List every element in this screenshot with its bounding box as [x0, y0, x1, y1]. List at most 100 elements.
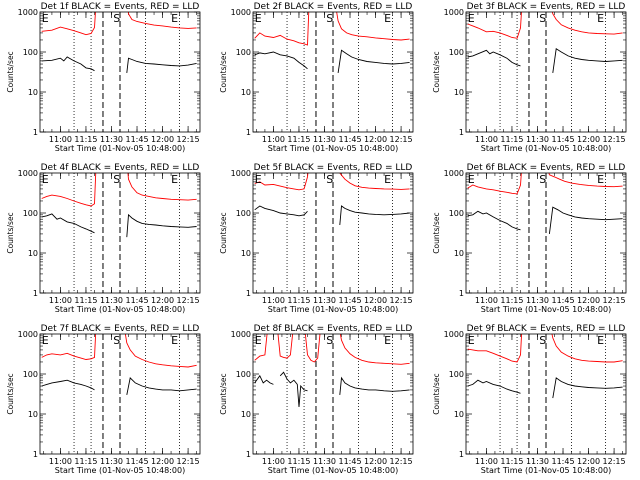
lld-series-line	[254, 12, 310, 46]
x-axis-label: Start Time (01-Nov-05 10:48:00)	[268, 305, 398, 314]
marker-label: E	[171, 173, 178, 186]
series-group	[254, 173, 410, 226]
plot-title: Det 8f BLACK = Events, RED = LLD	[254, 324, 413, 334]
y-tick-label: 10	[241, 249, 251, 258]
x-tick-label: 11:00	[262, 457, 285, 466]
x-tick-label: 11:00	[262, 296, 285, 305]
x-axis-label: Start Time (01-Nov-05 10:48:00)	[55, 144, 185, 153]
events-series-line	[41, 379, 95, 391]
series-group	[467, 12, 623, 73]
y-tick-label: 100	[23, 370, 38, 379]
x-axis-label: Start Time (01-Nov-05 10:48:00)	[268, 466, 398, 475]
x-tick-label: 11:30	[313, 135, 336, 144]
y-tick-label: 1000	[18, 330, 38, 339]
x-tick-label: 11:30	[526, 135, 549, 144]
marker-label: E	[468, 12, 475, 25]
events-series-line	[254, 51, 308, 70]
x-tick-label: 11:15	[74, 135, 97, 144]
series-group	[467, 334, 623, 399]
events-series-line	[467, 379, 521, 394]
x-tick-label: 12:15	[390, 296, 413, 305]
y-tick-label: 1000	[231, 169, 251, 178]
marker-label: E	[468, 173, 475, 186]
lld-series-line	[339, 334, 410, 365]
x-tick-label: 12:15	[603, 296, 626, 305]
y-tick-label: 10	[241, 410, 251, 419]
detector-panel-8: Det 8f BLACK = Events, RED = LLD 1 10 100 10…	[219, 324, 414, 475]
plot-title: Det 3f BLACK = Events, RED = LLD	[467, 2, 626, 12]
y-tick-label: 100	[449, 48, 464, 57]
x-tick-label: 11:00	[475, 457, 498, 466]
y-tick-label: 1000	[444, 8, 464, 17]
marker-label: E	[255, 12, 262, 25]
y-tick-label: 100	[449, 370, 464, 379]
lld-series-line	[336, 12, 410, 41]
plot-frame	[252, 333, 414, 455]
x-tick-label: 11:30	[100, 296, 123, 305]
plot-title: Det 5f BLACK = Events, RED = LLD	[254, 163, 413, 173]
marker-label: S	[326, 173, 333, 186]
marker-label: E	[171, 12, 178, 25]
marker-label: S	[539, 334, 546, 347]
lld-series-line	[254, 173, 309, 191]
y-tick-label: 1	[459, 128, 464, 137]
y-tick-label: 1	[246, 450, 251, 459]
y-axis-label: Counts/sec	[6, 212, 15, 253]
y-tick-label: 10	[28, 410, 38, 419]
lld-series-line	[339, 173, 410, 190]
plot-frame	[39, 11, 201, 133]
y-tick-label: 10	[241, 88, 251, 97]
y-tick-label: 100	[236, 370, 251, 379]
x-tick-label: 11:15	[287, 296, 310, 305]
events-series-line	[126, 213, 197, 238]
marker-label: E	[384, 173, 391, 186]
y-tick-label: 100	[449, 209, 464, 218]
lld-series-line	[467, 12, 522, 39]
x-tick-label: 11:15	[74, 296, 97, 305]
x-tick-label: 11:30	[100, 135, 123, 144]
y-axis-label: Counts/sec	[219, 373, 228, 414]
x-tick-label: 11:15	[287, 135, 310, 144]
plot-frame	[465, 172, 627, 294]
detector-panel-6: Det 6f BLACK = Events, RED = LLD 1 10 100 10…	[432, 163, 627, 314]
plot-frame	[465, 333, 627, 455]
events-series-line	[467, 210, 521, 231]
events-series-line	[467, 49, 521, 67]
x-tick-label: 12:15	[603, 135, 626, 144]
plot-title: Det 6f BLACK = Events, RED = LLD	[467, 163, 626, 173]
lld-series-line	[124, 334, 197, 368]
x-tick-label: 11:00	[475, 135, 498, 144]
events-series-line	[254, 205, 308, 217]
marker-label: E	[597, 173, 604, 186]
y-tick-label: 1	[246, 289, 251, 298]
y-tick-label: 1000	[18, 8, 38, 17]
plot-title: Det 1f BLACK = Events, RED = LLD	[41, 2, 200, 12]
x-tick-label: 12:15	[177, 296, 200, 305]
detector-panel-9: Det 9f BLACK = Events, RED = LLD 1 10 100 10…	[432, 324, 627, 475]
y-tick-label: 100	[236, 48, 251, 57]
x-tick-label: 11:00	[475, 296, 498, 305]
y-axis-label: Counts/sec	[219, 212, 228, 253]
y-axis-label: Counts/sec	[219, 51, 228, 92]
events-series-line	[126, 57, 197, 73]
x-tick-label: 11:45	[125, 457, 148, 466]
x-tick-label: 11:45	[338, 135, 361, 144]
lld-series-line	[551, 334, 623, 363]
x-axis-label: Start Time (01-Nov-05 10:48:00)	[481, 144, 611, 153]
x-axis-label: Start Time (01-Nov-05 10:48:00)	[268, 144, 398, 153]
plot-title: Det 4f BLACK = Events, RED = LLD	[41, 163, 200, 173]
events-series-line	[41, 213, 95, 234]
y-tick-label: 10	[454, 249, 464, 258]
y-tick-label: 1	[33, 128, 38, 137]
events-series-line	[41, 56, 95, 72]
x-tick-label: 11:00	[49, 457, 72, 466]
marker-label: E	[384, 12, 391, 25]
series-group	[41, 12, 197, 73]
x-tick-label: 11:45	[125, 135, 148, 144]
lld-series-line	[548, 173, 623, 188]
plot-frame	[39, 333, 201, 455]
x-tick-label: 11:45	[338, 457, 361, 466]
plot-frame	[252, 172, 414, 294]
detector-panel-1: Det 1f BLACK = Events, RED = LLD 1 10 100 10…	[6, 2, 201, 153]
